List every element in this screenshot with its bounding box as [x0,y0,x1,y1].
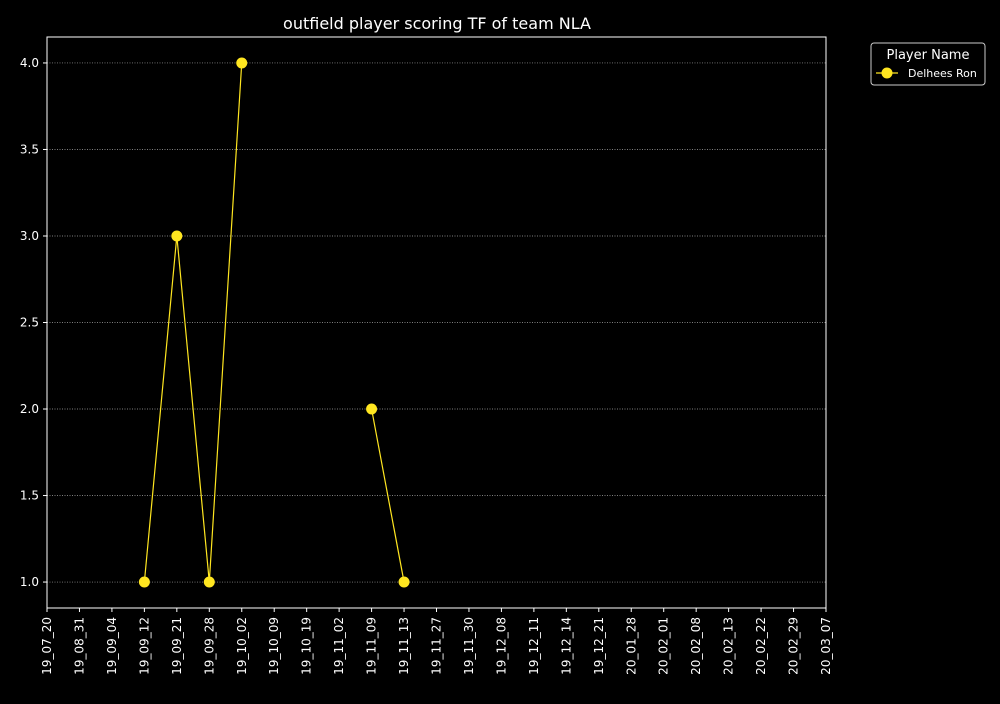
data-point [138,576,150,588]
x-tick-label: 20_01_28 [624,617,638,675]
legend: Player Name Delhees Ron [870,42,986,86]
data-point [203,576,215,588]
y-tick-label: 1.5 [20,489,39,503]
x-tick-label: 20_02_29 [787,617,801,675]
x-axis-ticks: 19_07_20 19_08_31 19_09_04 19_09_12 19_09_21… [40,608,833,675]
x-tick-label: 20_02_08 [689,617,703,675]
x-tick-label: 19_12_21 [592,617,606,675]
x-tick-label: 19_10_09 [267,617,281,675]
legend-title: Player Name [887,48,970,63]
x-tick-label: 20_02_01 [657,617,671,675]
data-point [398,576,410,588]
plot-area-frame [46,36,827,609]
x-tick-label: 19_09_12 [137,617,151,675]
data-point [366,403,378,415]
y-tick-label: 3.5 [20,142,39,156]
x-tick-label: 20_03_07 [819,617,833,675]
x-tick-label: 19_08_31 [72,617,86,675]
x-tick-label: 19_12_11 [527,617,541,675]
x-tick-label: 20_02_22 [754,617,768,675]
x-tick-label: 19_10_02 [235,617,249,675]
y-tick-label: 2.5 [20,316,39,330]
y-tick-label: 1.0 [20,575,39,589]
series-line-segment [370,408,405,583]
x-tick-label: 19_09_04 [105,617,119,675]
series-line-segment [143,62,243,583]
x-tick-label: 19_11_30 [462,617,476,675]
y-axis-ticks: 1.0 1.5 2.0 2.5 3.0 3.5 4.0 [20,56,47,589]
x-tick-label: 19_07_20 [40,617,54,675]
x-tick-label: 19_11_09 [365,617,379,675]
chart-title: outfield player scoring TF of team NLA [283,14,591,33]
x-tick-label: 19_11_02 [332,617,346,675]
series-points [138,57,410,588]
legend-marker [881,67,893,79]
x-tick-label: 19_11_27 [430,617,444,675]
x-tick-label: 19_09_28 [202,617,216,675]
data-point [171,230,183,242]
x-tick-label: 20_02_13 [722,617,736,675]
y-tick-label: 2.0 [20,402,39,416]
x-tick-label: 19_11_13 [397,617,411,675]
series-lines [143,62,405,583]
x-tick-label: 19_12_08 [494,617,508,675]
legend-box [870,42,986,86]
legend-entry-label: Delhees Ron [908,67,977,80]
y-tick-label: 4.0 [20,56,39,70]
x-tick-label: 19_09_21 [170,617,184,675]
x-tick-label: 19_12_14 [559,617,573,675]
x-tick-label: 19_10_19 [300,617,314,675]
y-tick-label: 3.0 [20,229,39,243]
grid-lines [47,62,826,583]
data-point [236,57,248,69]
